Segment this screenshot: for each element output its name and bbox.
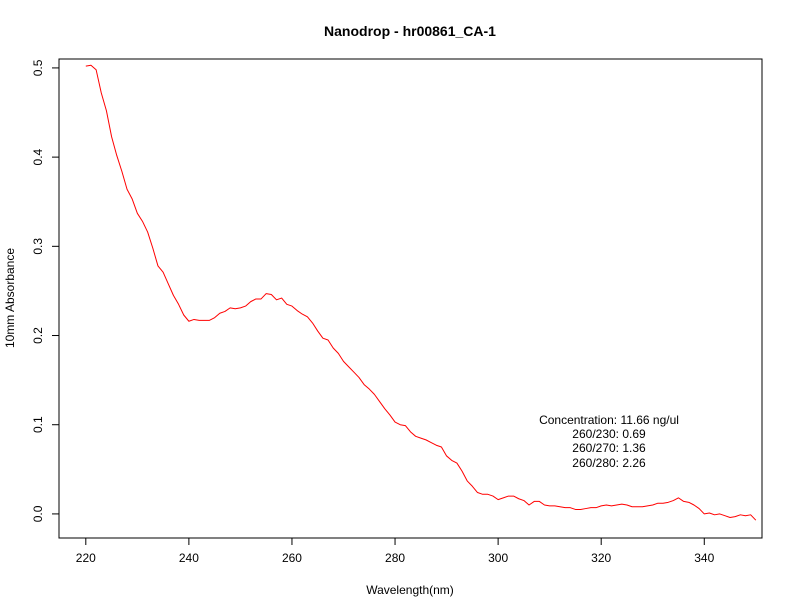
y-tick-label: 0.4	[31, 148, 45, 165]
y-tick-label: 0.5	[31, 59, 45, 76]
stats-annotation: Concentration: 11.66 ng/ul 260/230: 0.69…	[539, 413, 679, 470]
y-tick-label: 0.1	[31, 416, 45, 433]
y-tick-label: 0.0	[31, 505, 45, 522]
x-tick-label: 260	[282, 551, 302, 565]
annotation-260-230: 260/230: 0.69	[572, 427, 646, 441]
x-tick-label: 300	[488, 551, 508, 565]
y-axis: 0.0 0.1 0.2 0.3 0.4 0.5	[31, 59, 59, 522]
y-tick-label: 0.3	[31, 238, 45, 255]
series-layer	[86, 65, 756, 520]
annotation-concentration: Concentration: 11.66 ng/ul	[539, 413, 679, 427]
annotation-260-270: 260/270: 1.36	[572, 441, 646, 455]
x-axis-label: Wavelength(nm)	[366, 583, 454, 597]
absorbance-line	[86, 65, 756, 520]
x-tick-label: 240	[179, 551, 199, 565]
absorbance-chart: Nanodrop - hr00861_CA-1 220 240 260 280 300 3…	[0, 0, 792, 612]
x-axis: 220 240 260 280 300 320 340	[76, 538, 715, 565]
annotation-260-280: 260/280: 2.26	[572, 456, 646, 470]
plot-frame	[59, 59, 762, 538]
x-tick-label: 220	[76, 551, 96, 565]
x-tick-label: 280	[385, 551, 405, 565]
y-axis-label: 10mm Absorbance	[3, 248, 17, 348]
x-tick-label: 320	[591, 551, 611, 565]
y-tick-label: 0.2	[31, 327, 45, 344]
chart-title: Nanodrop - hr00861_CA-1	[324, 23, 496, 39]
x-tick-label: 340	[694, 551, 714, 565]
